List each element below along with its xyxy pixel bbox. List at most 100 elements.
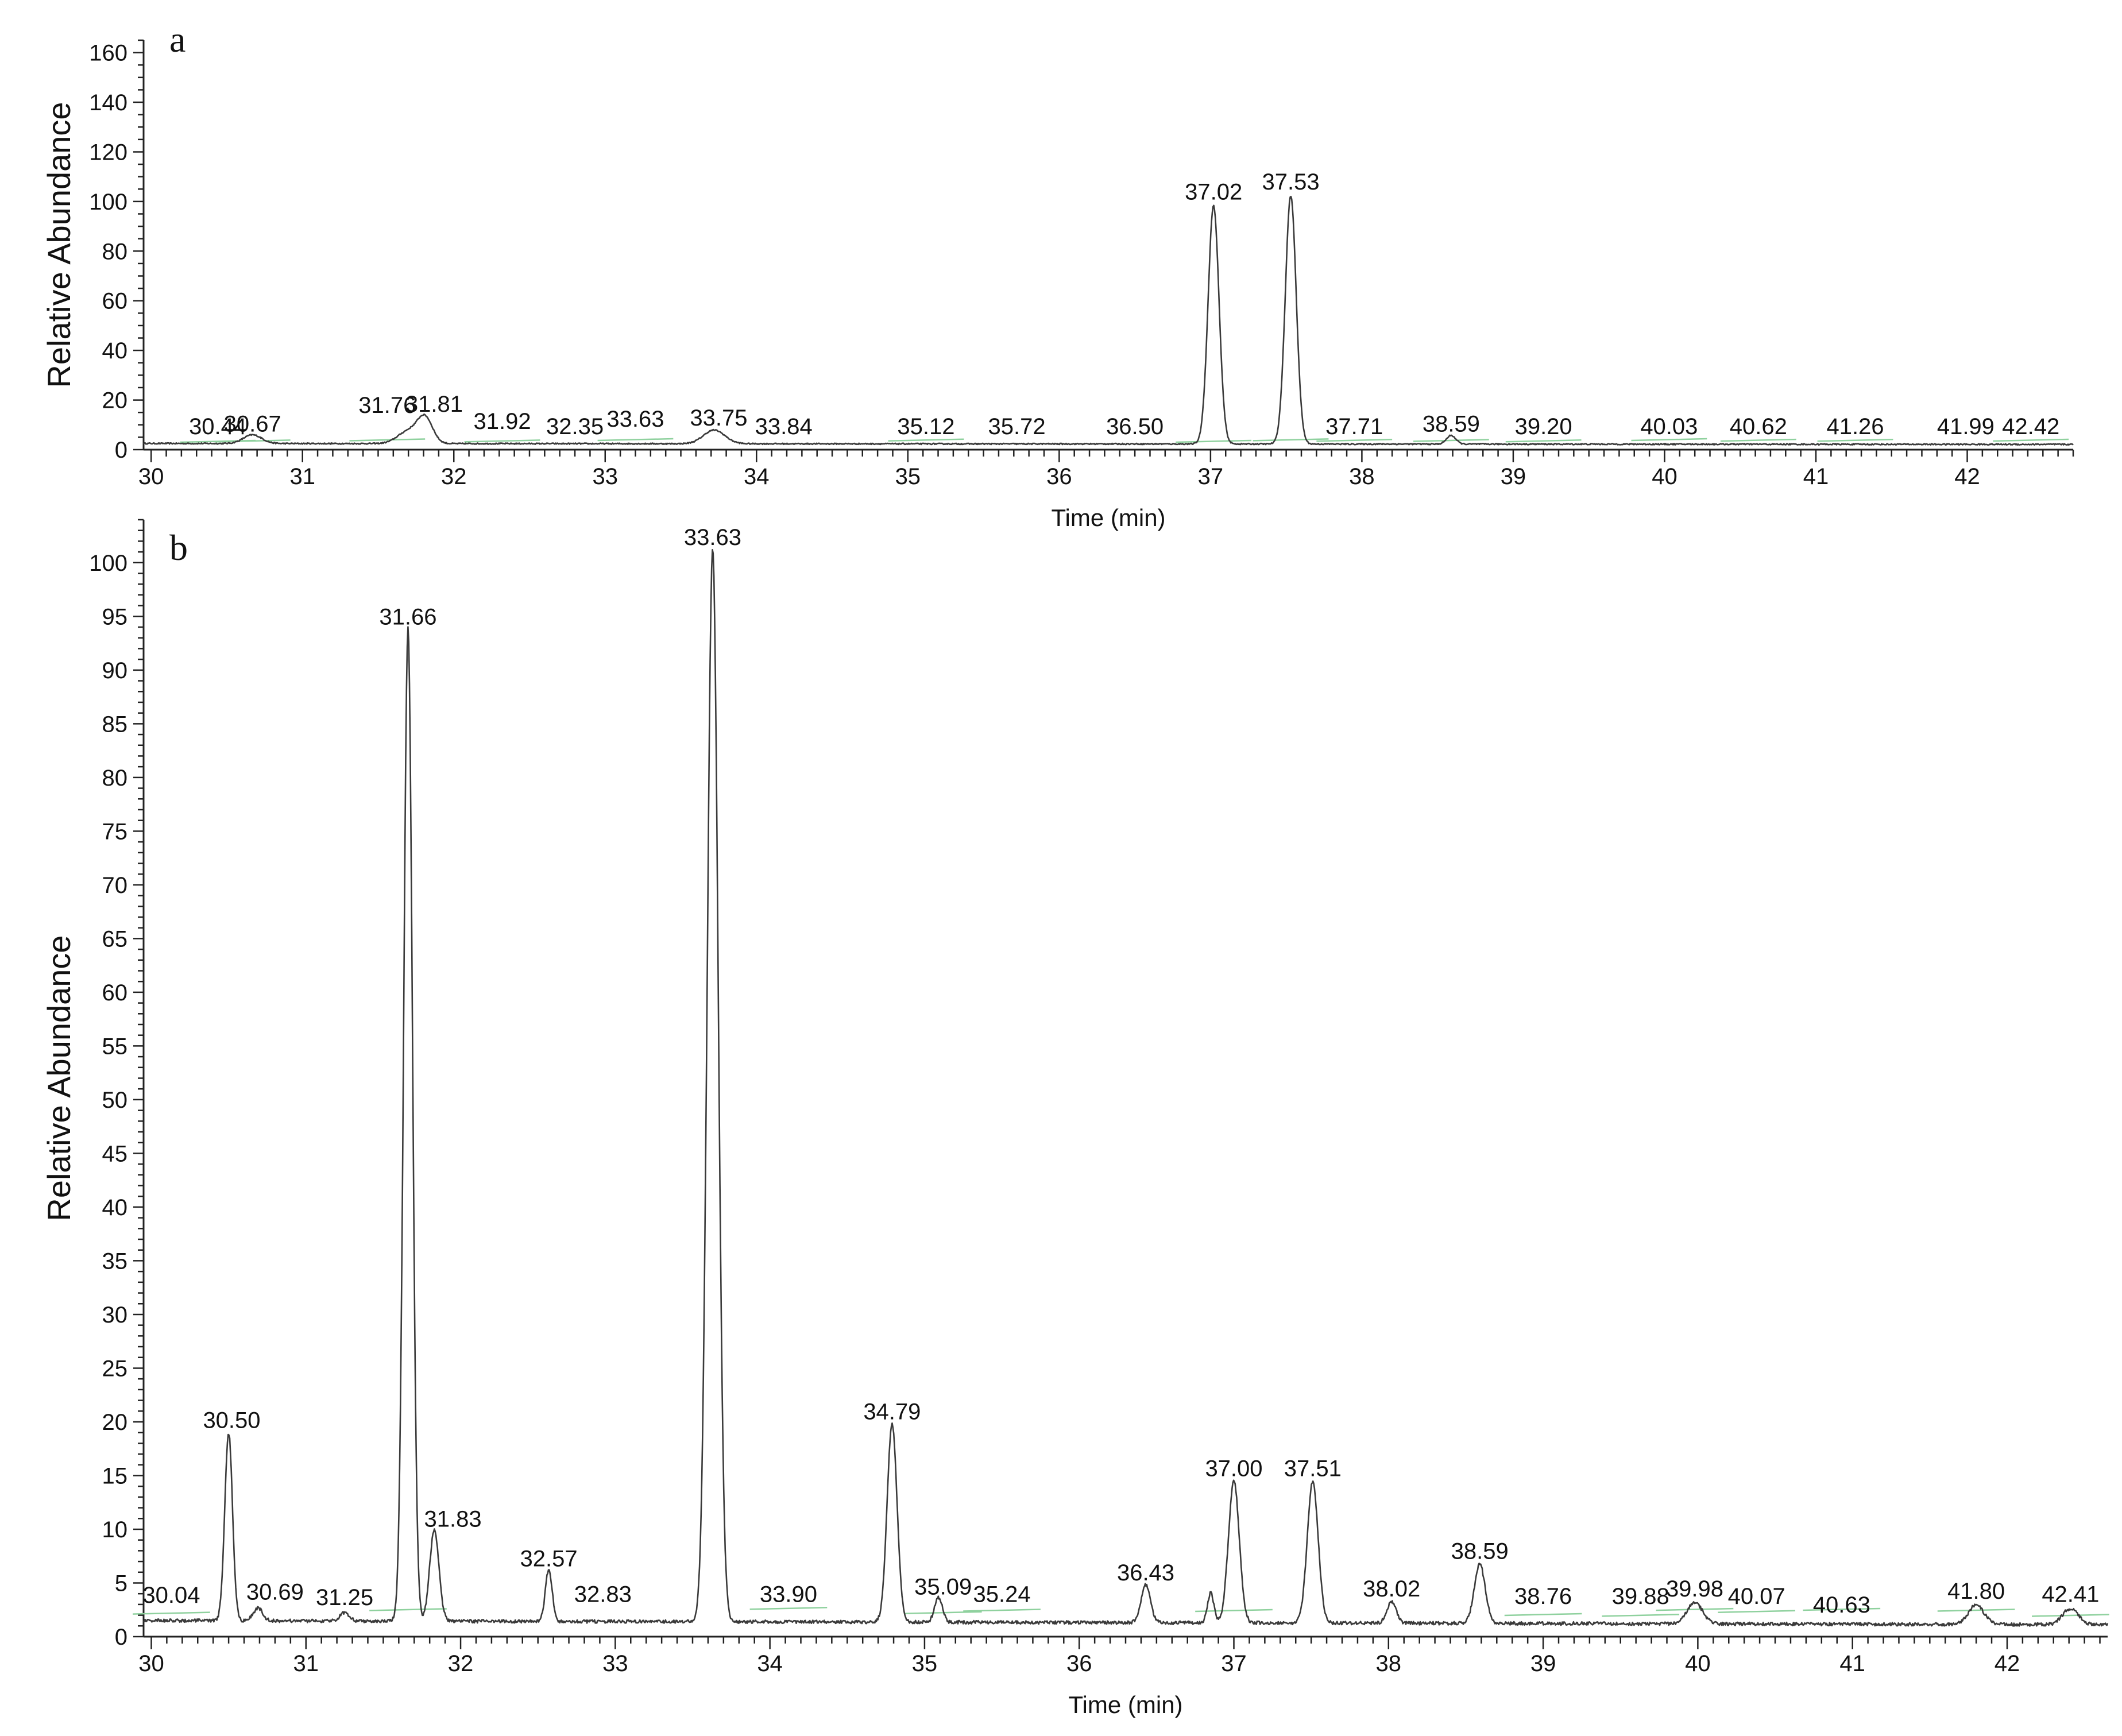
chromatogram-trace [142, 195, 2074, 446]
peak-label: 40.62 [1730, 414, 1787, 439]
x-tick-label: 40 [1652, 464, 1677, 489]
x-tick-label: 41 [1839, 1651, 1865, 1676]
y-tick-label: 80 [102, 765, 128, 791]
x-tick-label: 33 [593, 464, 619, 489]
x-tick-label: 34 [744, 464, 770, 489]
y-tick-label: 75 [102, 819, 128, 844]
peak-label: 35.24 [973, 1582, 1031, 1607]
y-tick-label: 55 [102, 1034, 128, 1059]
x-tick-label: 39 [1501, 464, 1526, 489]
peak-label: 32.35 [546, 414, 604, 439]
peak-label: 31.76 [358, 393, 416, 418]
peak-label: 33.90 [760, 1582, 817, 1607]
x-tick-label: 38 [1349, 464, 1375, 489]
integration-baseline [1505, 439, 1582, 443]
peak-label: 30.04 [142, 1583, 200, 1608]
peak-label: 37.00 [1205, 1456, 1262, 1482]
integration-baseline [1176, 439, 1252, 443]
x-tick-label: 33 [602, 1651, 628, 1676]
peak-label: 38.59 [1423, 412, 1480, 437]
y-tick-label: 0 [115, 438, 127, 463]
peak-label: 38.02 [1363, 1576, 1420, 1602]
integration-baseline [1631, 438, 1707, 442]
peak-label: 40.07 [1728, 1584, 1785, 1609]
peak-label: 33.84 [755, 414, 813, 439]
x-axis-title: Time (min) [1051, 504, 1165, 531]
y-tick-label: 85 [102, 712, 128, 737]
integration-baseline [464, 439, 540, 443]
peak-label: 39.98 [1666, 1576, 1723, 1602]
chromatogram-panel-b: 30 31 32 33 34 35 36 37 38 39 40 41 42 0 5 10 15 20 25 30 35… [41, 519, 2109, 1718]
x-tick-label: 42 [1954, 464, 1980, 489]
y-tick-label: 60 [102, 980, 128, 1006]
peak-label: 38.59 [1451, 1539, 1509, 1564]
x-tick-label: 38 [1376, 1651, 1402, 1676]
peak-label: 39.20 [1515, 414, 1572, 439]
peak-label: 37.71 [1325, 414, 1383, 439]
integration-baseline [349, 438, 426, 442]
y-tick-label: 15 [102, 1463, 128, 1488]
x-tick-label: 30 [138, 1651, 164, 1676]
peak-label: 33.75 [690, 405, 747, 431]
peak-label: 31.66 [379, 605, 436, 630]
integration-baseline [1413, 439, 1489, 442]
peak-label: 41.80 [1947, 1579, 2005, 1604]
peak-label: 35.09 [914, 1574, 972, 1599]
y-tick-label: 25 [102, 1356, 128, 1381]
integration-baseline [1720, 438, 1796, 442]
integration-baseline [1718, 1610, 1796, 1613]
peak-label: 31.81 [405, 392, 463, 417]
peak-label: 30.50 [203, 1408, 260, 1433]
y-tick-label: 70 [102, 873, 128, 898]
x-tick-label: 35 [912, 1651, 938, 1676]
panel-letter: b [169, 527, 188, 568]
peak-label: 41.99 [1937, 414, 1995, 439]
y-tick-label: 20 [102, 388, 128, 413]
x-tick-label: 37 [1198, 464, 1224, 489]
y-tick-label: 120 [89, 140, 127, 165]
integration-baseline [1817, 438, 1893, 442]
peak-label: 41.26 [1826, 414, 1884, 439]
integration-baseline [1937, 1609, 2015, 1612]
chromatogram-trace [143, 549, 2109, 1627]
peak-label: 37.02 [1185, 180, 1242, 205]
y-tick-label: 20 [102, 1410, 128, 1435]
integration-baseline [1803, 1607, 1881, 1611]
integration-baseline [214, 439, 291, 443]
x-axis-title: Time (min) [1068, 1691, 1182, 1718]
peak-label: 37.51 [1284, 1456, 1342, 1482]
peak-label: 36.50 [1106, 414, 1164, 439]
peak-label: 35.72 [988, 414, 1046, 439]
y-tick-label: 80 [102, 239, 128, 264]
x-tick-label: 41 [1803, 464, 1829, 489]
integration-baseline [133, 1611, 210, 1615]
x-tick-label: 32 [441, 464, 467, 489]
y-tick-label: 100 [89, 551, 127, 576]
x-tick-label: 40 [1685, 1651, 1711, 1676]
peak-label: 30.44 [189, 414, 246, 439]
panel-letter: a [169, 19, 185, 60]
x-tick-label: 39 [1530, 1651, 1556, 1676]
peak-label: 33.63 [606, 407, 664, 432]
y-tick-label: 35 [102, 1248, 128, 1274]
integration-baseline [369, 1608, 447, 1611]
x-tick-label: 42 [1995, 1651, 2020, 1676]
peak-label: 32.57 [520, 1546, 577, 1572]
y-tick-label: 40 [102, 1195, 128, 1220]
peak-label: 36.43 [1117, 1560, 1174, 1586]
y-tick-label: 160 [89, 41, 127, 66]
peak-label: 42.41 [2042, 1582, 2099, 1607]
integration-baseline [1195, 1609, 1273, 1613]
x-tick-label: 30 [138, 464, 164, 489]
peak-label: 37.53 [1262, 169, 1319, 195]
peak-label: 31.25 [316, 1585, 373, 1610]
x-tick-label: 32 [448, 1651, 474, 1676]
peak-label: 30.69 [246, 1580, 304, 1605]
integration-baseline [1253, 438, 1329, 442]
integration-baseline [1656, 1607, 1734, 1611]
integration-baseline [1602, 1614, 1680, 1617]
y-tick-label: 0 [115, 1625, 127, 1650]
peak-label: 35.12 [897, 414, 954, 439]
peak-label: 39.88 [1612, 1584, 1669, 1609]
